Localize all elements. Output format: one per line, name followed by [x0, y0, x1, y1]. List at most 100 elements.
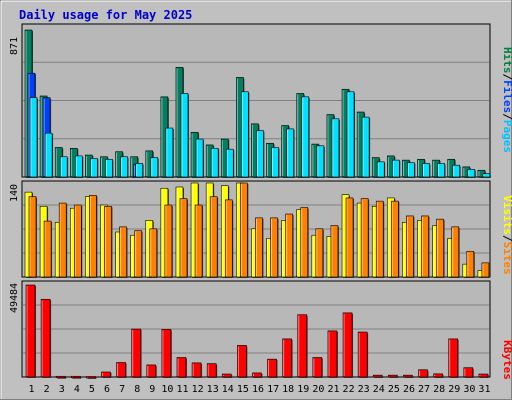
- kbytes-bar-15: [237, 345, 247, 378]
- bottom-max-label: 49484: [9, 283, 20, 313]
- pages-bar-12: [195, 138, 204, 178]
- kbytes-bar-25: [388, 374, 398, 378]
- pages-bar-22: [346, 91, 355, 178]
- day-label-10: 10: [161, 384, 173, 395]
- kbytes-bar-16: [252, 372, 262, 378]
- sites-bar-15: [240, 182, 248, 278]
- pages-bar-4: [74, 155, 83, 178]
- pages-bar-3: [59, 156, 68, 178]
- pages-bar-15: [241, 91, 249, 178]
- day-label-31: 31: [478, 384, 490, 395]
- day-label-14: 14: [222, 384, 234, 395]
- day-label-23: 23: [358, 384, 370, 395]
- kbytes-bar-11: [176, 357, 187, 378]
- pages-bar-28: [437, 163, 445, 178]
- pages-bar-23: [361, 116, 370, 178]
- legend-top-part-0: Hits: [501, 47, 512, 74]
- pages-bar-19: [301, 96, 310, 178]
- kbytes-bar-18: [282, 338, 292, 378]
- day-label-12: 12: [192, 384, 204, 395]
- kbytes-bar-29: [448, 338, 459, 378]
- pages-bar-16: [256, 130, 264, 178]
- kbytes-bar-31: [478, 373, 489, 378]
- sites-bar-14: [224, 199, 233, 278]
- legend-top-part-2: Files: [501, 80, 512, 113]
- kbytes-bar-20: [312, 357, 323, 378]
- day-label-6: 6: [104, 384, 110, 395]
- middle-max-label: 140: [9, 184, 20, 202]
- pages-bar-8: [135, 163, 143, 178]
- sites-bar-16: [255, 217, 263, 278]
- kbytes-bar-12: [191, 362, 202, 378]
- sites-bar-19: [300, 207, 309, 278]
- kbytes-bar-21: [327, 330, 338, 378]
- pages-bar-6: [105, 158, 113, 178]
- day-label-19: 19: [297, 384, 309, 395]
- legend-top-part-3: /: [501, 113, 512, 120]
- pages-bar-27: [422, 163, 430, 178]
- pages-bar-10: [165, 127, 174, 178]
- sites-bar-30: [466, 250, 475, 278]
- kbytes-bar-17: [267, 358, 277, 378]
- pages-bar-25: [392, 159, 400, 178]
- legend-mid-part-0: Visits: [501, 195, 512, 235]
- top-legend: Hits/Files/Pages: [501, 47, 512, 153]
- sites-bar-20: [315, 228, 324, 278]
- pages-bar-20: [316, 145, 325, 178]
- kbytes-bar-4: [70, 375, 81, 379]
- day-label-8: 8: [134, 384, 140, 395]
- sites-bar-17: [270, 217, 278, 278]
- legend-mid-part-1: /: [501, 235, 512, 242]
- day-label-7: 7: [119, 384, 125, 395]
- sites-bar-11: [179, 198, 188, 278]
- sites-bar-13: [209, 196, 218, 278]
- kbytes-bar-3: [55, 375, 66, 379]
- pages-bar-9: [150, 157, 159, 178]
- day-label-18: 18: [282, 384, 294, 395]
- pages-bar-18: [286, 128, 294, 178]
- sites-bar-26: [406, 215, 414, 278]
- legend-mid-part-2: Sites: [501, 242, 512, 275]
- kbytes-bar-6: [101, 371, 111, 378]
- pages-bar-17: [271, 147, 279, 178]
- legend-top-part-4: Pages: [501, 120, 512, 153]
- day-label-2: 2: [44, 384, 50, 395]
- sites-bar-1: [28, 196, 37, 278]
- sites-bar-6: [104, 205, 112, 278]
- day-label-25: 25: [388, 384, 400, 395]
- kbytes-bar-13: [206, 363, 217, 378]
- chart-title: Daily usage for May 2025: [19, 8, 192, 22]
- kbytes-bar-7: [116, 362, 126, 378]
- day-label-9: 9: [149, 384, 155, 395]
- sites-bar-22: [345, 197, 354, 278]
- pages-bar-31: [482, 173, 491, 178]
- pages-bar-5: [90, 158, 98, 178]
- day-label-3: 3: [59, 384, 65, 395]
- pages-bar-7: [120, 156, 128, 178]
- sites-bar-10: [164, 204, 173, 278]
- day-label-11: 11: [176, 384, 188, 395]
- kbytes-bar-1: [25, 284, 36, 378]
- kbytes-bar-23: [357, 331, 368, 378]
- day-label-30: 30: [463, 384, 475, 395]
- bars: [24, 29, 491, 379]
- day-label-27: 27: [418, 384, 430, 395]
- sites-bar-18: [285, 213, 293, 278]
- day-label-20: 20: [312, 384, 324, 395]
- kbytes-bar-19: [297, 314, 308, 378]
- day-label-26: 26: [403, 384, 415, 395]
- kbytes-bar-9: [146, 364, 157, 378]
- sites-bar-27: [421, 215, 429, 278]
- pages-bar-24: [376, 161, 385, 178]
- day-label-17: 17: [267, 384, 279, 395]
- pages-bar-26: [407, 162, 415, 178]
- legend-bot-part-0: KBytes: [501, 340, 512, 380]
- sites-bar-28: [436, 218, 444, 278]
- day-label-22: 22: [343, 384, 355, 395]
- sites-bar-2: [43, 220, 52, 278]
- pages-bar-11: [180, 93, 189, 178]
- sites-bar-23: [360, 198, 369, 278]
- sites-bar-7: [119, 226, 127, 278]
- kbytes-bar-24: [372, 374, 383, 378]
